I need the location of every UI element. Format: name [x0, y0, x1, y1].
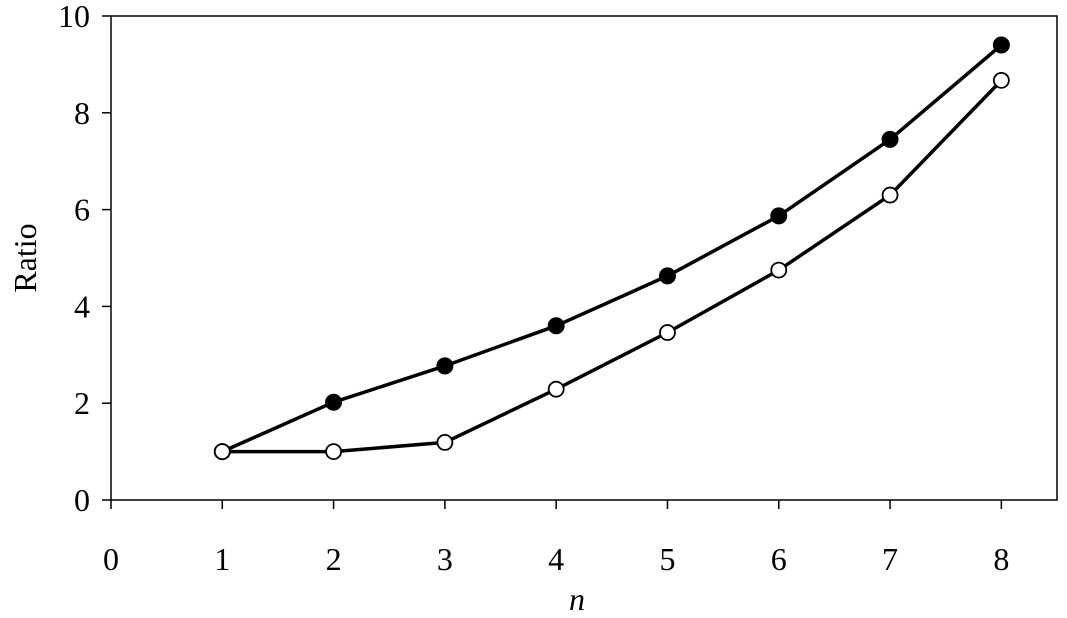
series-layer: [213, 36, 1010, 461]
plot-area: [110, 15, 1058, 501]
series-2-point: [659, 324, 676, 341]
y-tick-label: 8: [74, 95, 90, 131]
x-tick-label: 7: [882, 541, 898, 577]
x-tick-label: 5: [659, 541, 675, 577]
series-2-point: [881, 186, 899, 204]
series-1-point: [770, 207, 788, 225]
x-tick-label: 3: [437, 541, 453, 577]
x-axis: 0 1 2 3 4 5 6 7 8: [103, 500, 1009, 577]
x-tick-label: 1: [214, 541, 230, 577]
series-2-point: [992, 71, 1010, 89]
y-tick-label: 2: [74, 385, 90, 421]
series-2-point: [213, 443, 231, 461]
series-2-point: [325, 443, 342, 461]
x-axis-title: n: [569, 581, 585, 617]
series-1-point: [992, 36, 1010, 54]
y-tick-label: 4: [74, 288, 90, 324]
x-tick-label: 6: [771, 541, 787, 577]
series-1-point: [436, 357, 454, 375]
y-axis-title: Ratio: [7, 223, 43, 292]
series-1-point: [325, 393, 343, 411]
y-tick-label: 10: [58, 0, 90, 34]
y-tick-label: 6: [74, 192, 90, 228]
series-1-point: [881, 130, 899, 148]
series-1-point: [658, 267, 676, 285]
y-tick-label: 0: [74, 482, 90, 518]
x-tick-label: 2: [326, 541, 342, 577]
series-1-point: [547, 317, 565, 335]
series-1-line: [221, 43, 1003, 454]
x-tick-label: 8: [993, 541, 1009, 577]
x-tick-label: 4: [548, 541, 564, 577]
y-axis: 0 2 4 6 8 10: [58, 0, 111, 518]
series-2-point: [436, 434, 454, 451]
series-2-point: [770, 261, 788, 279]
series-2-line: [222, 79, 1003, 454]
series-2-point: [547, 380, 565, 398]
x-tick-label: 0: [103, 541, 119, 577]
